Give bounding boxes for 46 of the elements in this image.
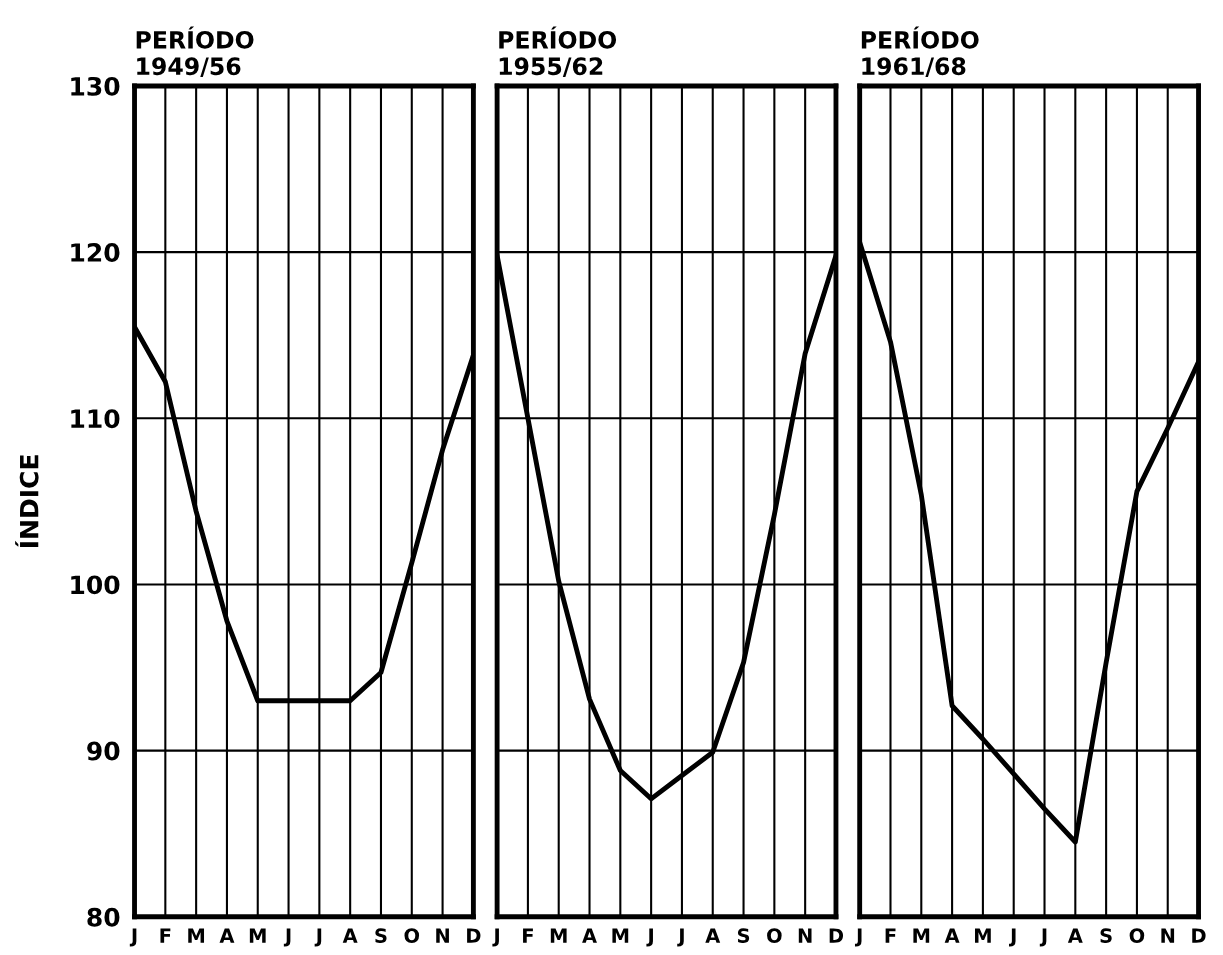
y-tick-label: 110 (71, 409, 120, 429)
x-tick-label: S (1100, 928, 1112, 943)
x-tick-label: F (885, 928, 896, 943)
x-tick-label: M (188, 928, 205, 943)
x-tick-label: M (975, 928, 991, 943)
y-tick-label: 120 (71, 243, 120, 262)
x-tick-label: F (160, 928, 171, 943)
x-tick-label: J (646, 928, 653, 947)
y-tick-label: 100 (71, 575, 120, 595)
x-tick-label: O (404, 928, 420, 943)
y-tick-label: 130 (71, 76, 120, 96)
x-tick-label: S (375, 928, 387, 943)
chart-title: PERÍODO 1961/68 (861, 26, 979, 78)
x-tick-label: D (1192, 928, 1206, 943)
y-tick-label: 80 (87, 907, 120, 927)
x-tick-label: J (129, 928, 137, 947)
x-tick-label: M (249, 928, 266, 943)
x-tick-label: M (913, 928, 930, 943)
x-tick-label: D (467, 928, 481, 943)
x-tick-label: S (737, 928, 750, 943)
x-tick-label: A (219, 928, 235, 943)
x-tick-label: A (705, 928, 721, 943)
y-tick-label: 90 (87, 741, 120, 761)
x-tick-label: A (582, 928, 597, 943)
x-tick-label: J (1039, 928, 1047, 947)
x-tick-label: A (342, 928, 358, 943)
x-tick-label: O (767, 928, 782, 943)
x-tick-label: N (798, 928, 812, 943)
x-tick-label: F (523, 928, 533, 943)
chart-title: PERÍODO 1949/56 (136, 26, 254, 78)
x-tick-label: J (854, 928, 862, 947)
x-tick-label: M (612, 928, 629, 943)
x-tick-label: J (492, 928, 499, 947)
x-tick-label: N (436, 928, 449, 943)
x-tick-label: J (314, 928, 322, 947)
x-tick-label: J (677, 928, 684, 947)
x-tick-label: A (1067, 928, 1083, 943)
y-axis-title: ÍNDICE (15, 455, 39, 547)
x-tick-label: A (944, 928, 960, 943)
x-tick-label: O (1129, 928, 1145, 943)
x-tick-label: N (1161, 928, 1175, 943)
x-tick-label: M (550, 928, 567, 943)
x-tick-label: J (1009, 928, 1016, 947)
x-tick-label: J (283, 928, 291, 947)
chart-title: PERÍODO 1955/62 (499, 26, 617, 78)
x-tick-label: D (829, 928, 844, 943)
